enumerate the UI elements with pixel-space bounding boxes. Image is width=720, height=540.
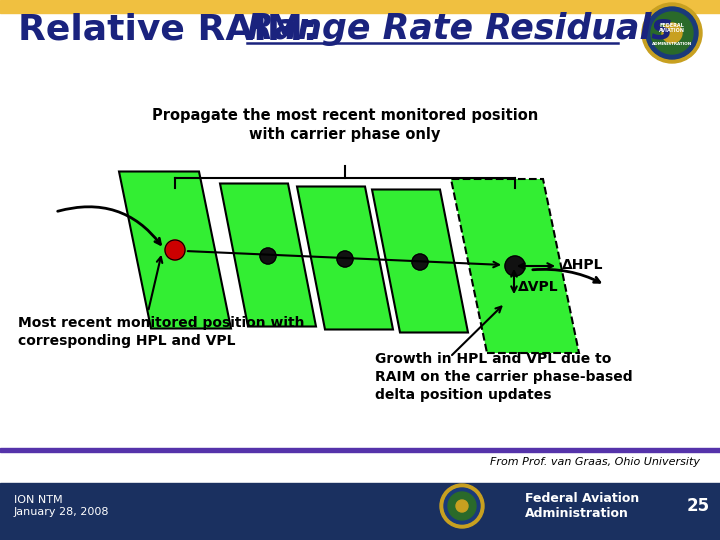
Circle shape (505, 256, 525, 276)
Text: Most recent monitored position with
corresponding HPL and VPL: Most recent monitored position with corr… (18, 316, 305, 348)
Polygon shape (297, 186, 393, 329)
Bar (0, 483, 720, 540)
Text: Growth in HPL and VPL due to
RAIM on the carrier phase-based
delta position upda: Growth in HPL and VPL due to RAIM on the… (375, 352, 633, 402)
Polygon shape (119, 172, 231, 328)
Polygon shape (372, 190, 468, 333)
Text: ADMINISTRATION: ADMINISTRATION (652, 42, 692, 46)
Circle shape (337, 251, 353, 267)
Circle shape (440, 484, 484, 528)
Text: ΔHPL: ΔHPL (562, 258, 603, 272)
Circle shape (444, 488, 480, 524)
Circle shape (165, 240, 185, 260)
Text: From Prof. van Graas, Ohio University: From Prof. van Graas, Ohio University (490, 457, 700, 467)
Circle shape (662, 23, 682, 43)
Text: Range Rate Residuals: Range Rate Residuals (247, 12, 672, 46)
Text: Propagate the most recent monitored position
with carrier phase only: Propagate the most recent monitored posi… (152, 107, 538, 143)
Polygon shape (220, 184, 316, 327)
Circle shape (456, 500, 468, 512)
Bar (0, 0, 720, 13)
Circle shape (651, 12, 693, 54)
Circle shape (642, 3, 702, 63)
Text: Relative RAIM:: Relative RAIM: (18, 12, 330, 46)
Polygon shape (451, 179, 579, 353)
Text: ΔVPL: ΔVPL (518, 280, 559, 294)
Text: FEDERAL
AVIATION: FEDERAL AVIATION (659, 23, 685, 33)
Bar (0, 448, 720, 452)
Text: ION NTM
January 28, 2008: ION NTM January 28, 2008 (14, 495, 109, 517)
Circle shape (412, 254, 428, 270)
Text: 25: 25 (686, 497, 710, 515)
Circle shape (260, 248, 276, 264)
Circle shape (646, 7, 698, 59)
Circle shape (448, 492, 476, 520)
Text: Federal Aviation
Administration: Federal Aviation Administration (525, 492, 639, 520)
